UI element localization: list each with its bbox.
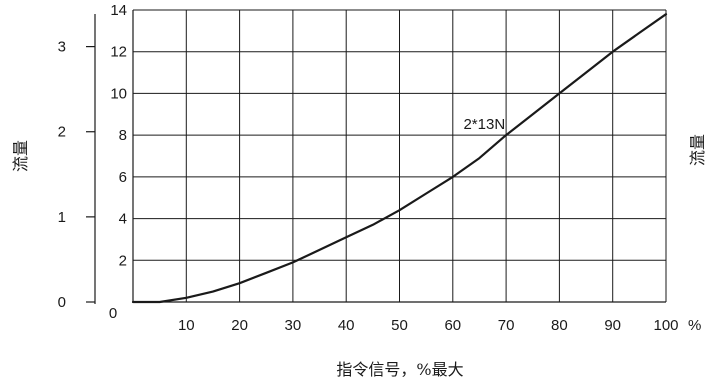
y-axis-title-left: 流量: [11, 140, 30, 172]
y-inner-tick-label-12: 12: [110, 44, 127, 61]
x-tick-label-40: 40: [338, 317, 355, 334]
x-tick-label-30: 30: [285, 317, 302, 334]
y-inner-tick-label-6: 6: [119, 169, 127, 186]
x-tick-label-70: 70: [498, 317, 515, 334]
y-outer-tick-label-0: 0: [58, 294, 66, 311]
axis-labels: 2*13N 指令信号，%最大 流量 流量: [11, 116, 707, 379]
x-tick-label-50: 50: [391, 317, 408, 334]
grid: [133, 9, 667, 302]
y-inner-tick-label-14: 14: [110, 2, 127, 19]
series-line-0: [131, 13, 668, 304]
y-outer-tick-label-3: 3: [58, 39, 66, 56]
x-tick-label-80: 80: [551, 317, 568, 334]
y-inner-tick-label-10: 10: [110, 85, 127, 102]
x-tick-label-10: 10: [178, 317, 195, 334]
x-axis-title: 指令信号，%最大: [336, 360, 463, 379]
x-tick-label-20: 20: [231, 317, 248, 334]
x-tick-label-90: 90: [604, 317, 621, 334]
y-inner-tick-label-4: 4: [119, 211, 127, 228]
x-tick-label-60: 60: [444, 317, 461, 334]
y-axis-title-right: 流量: [688, 134, 707, 166]
x-unit-label: %: [688, 317, 701, 334]
y-outer-tick-label-1: 1: [58, 209, 66, 226]
y-inner-tick-label-8: 8: [119, 127, 127, 144]
series-annotation-0: 2*13N: [463, 116, 505, 133]
y-outer-tick-label-2: 2: [58, 124, 66, 141]
series: [131, 13, 668, 304]
x-origin-label: 0: [109, 305, 117, 322]
x-tick-label-100: 100: [653, 317, 678, 334]
axes: [86, 10, 666, 304]
y-inner-tick-label-2: 2: [119, 252, 127, 269]
